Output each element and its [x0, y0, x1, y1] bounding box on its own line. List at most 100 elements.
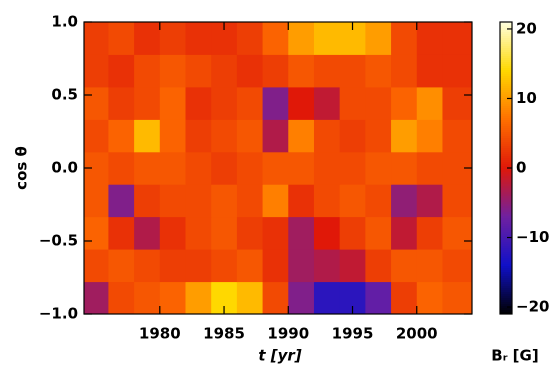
heatmap-cell: [108, 151, 135, 185]
heatmap-cell: [442, 22, 473, 55]
colorbar-tick-label: −10: [516, 228, 549, 246]
colorbar-segment: [500, 32, 512, 35]
heatmap-cell: [134, 119, 161, 153]
heatmap-cell: [236, 86, 264, 120]
colorbar-segment: [500, 56, 512, 59]
colorbar-segment: [500, 116, 512, 119]
heatmap-cell: [288, 216, 315, 250]
colorbar-segment: [500, 242, 512, 245]
colorbar-segment: [500, 288, 512, 291]
heatmap-cell: [84, 184, 109, 218]
colorbar-segment: [500, 80, 512, 83]
colorbar-segment: [500, 120, 512, 123]
heatmap-cell: [416, 151, 443, 185]
heatmap-cell: [288, 86, 315, 120]
y-tick-label: 0.0: [51, 159, 78, 177]
colorbar-segment: [500, 140, 512, 143]
colorbar-segment: [500, 94, 512, 97]
heatmap-cell: [159, 151, 186, 185]
colorbar-segment: [500, 70, 512, 73]
colorbar-segment: [500, 86, 512, 89]
heatmap-cell: [134, 249, 161, 283]
heatmap-cell: [211, 151, 238, 185]
colorbar-segment: [500, 162, 512, 165]
colorbar-segment: [500, 112, 512, 115]
colorbar-segment: [500, 264, 512, 267]
heatmap-cell: [159, 22, 186, 55]
heatmap-cell: [416, 216, 443, 250]
heatmap-cell: [185, 86, 212, 120]
heatmap-cell: [108, 281, 135, 315]
colorbar-segment: [500, 114, 512, 117]
heatmap-cell: [108, 119, 135, 153]
heatmap-cell: [211, 249, 238, 283]
heatmap-cell: [288, 281, 315, 315]
colorbar-segment: [500, 274, 512, 277]
colorbar-label: Bᵣ [G]: [491, 347, 538, 365]
heatmap-cell: [442, 249, 473, 283]
colorbar-segment: [500, 236, 512, 239]
colorbar-segment: [500, 136, 512, 139]
colorbar-segment: [500, 282, 512, 285]
colorbar-segment: [500, 280, 512, 283]
colorbar-segment: [500, 240, 512, 243]
colorbar-segment: [500, 164, 512, 167]
colorbar-segment: [500, 296, 512, 299]
heatmap-cell: [262, 151, 289, 185]
heatmap-cell: [236, 281, 264, 315]
colorbar-segment: [500, 290, 512, 293]
heatmap-cell: [339, 54, 366, 88]
colorbar-segment: [500, 76, 512, 79]
colorbar-segment: [500, 62, 512, 65]
x-tick-label: 1985: [203, 325, 245, 343]
colorbar-segment: [500, 44, 512, 47]
colorbar-segment: [500, 168, 512, 171]
heatmap-cell: [262, 281, 289, 315]
colorbar-segment: [500, 24, 512, 27]
colorbar-segment: [500, 186, 512, 189]
colorbar-segment: [500, 256, 512, 259]
heatmap-cell: [185, 216, 212, 250]
colorbar-segment: [500, 176, 512, 179]
colorbar-segment: [500, 172, 512, 175]
colorbar-segment: [500, 308, 512, 311]
colorbar-segment: [500, 146, 512, 149]
heatmap-cell: [84, 281, 109, 315]
colorbar-segment: [500, 106, 512, 109]
heatmap-cell: [236, 54, 264, 88]
colorbar-tick-label: 10: [516, 89, 537, 107]
colorbar-segment: [500, 220, 512, 223]
colorbar-segment: [500, 208, 512, 211]
colorbar-segment: [500, 206, 512, 209]
heatmap-cell: [391, 249, 418, 283]
colorbar-segment: [500, 228, 512, 231]
colorbar-segment: [500, 100, 512, 103]
heatmap-cell: [442, 216, 473, 250]
heatmap-cell: [313, 216, 341, 250]
heatmap-cell: [391, 54, 418, 88]
colorbar-segment: [500, 96, 512, 99]
heatmap-cell: [391, 22, 418, 55]
heatmap-cell: [211, 54, 238, 88]
heatmap-cell: [211, 216, 238, 250]
heatmap-cell: [84, 216, 109, 250]
colorbar-segment: [500, 212, 512, 215]
colorbar-segment: [500, 196, 512, 199]
heatmap-cell: [84, 54, 109, 88]
heatmap-cell: [416, 184, 443, 218]
colorbar-segment: [500, 142, 512, 145]
colorbar-segment: [500, 40, 512, 43]
heatmap-cell: [339, 86, 366, 120]
colorbar-segment: [500, 84, 512, 87]
heatmap-cell: [159, 281, 186, 315]
heatmap-cell: [313, 22, 341, 55]
colorbar-segment: [500, 214, 512, 217]
heatmap-cell: [339, 249, 366, 283]
heatmap-cell: [365, 184, 392, 218]
heatmap-cell: [313, 151, 341, 185]
heatmap-cell: [365, 249, 392, 283]
colorbar-segment: [500, 158, 512, 161]
colorbar-segment: [500, 224, 512, 227]
heatmap-cell: [365, 281, 392, 315]
heatmap-cell: [416, 281, 443, 315]
